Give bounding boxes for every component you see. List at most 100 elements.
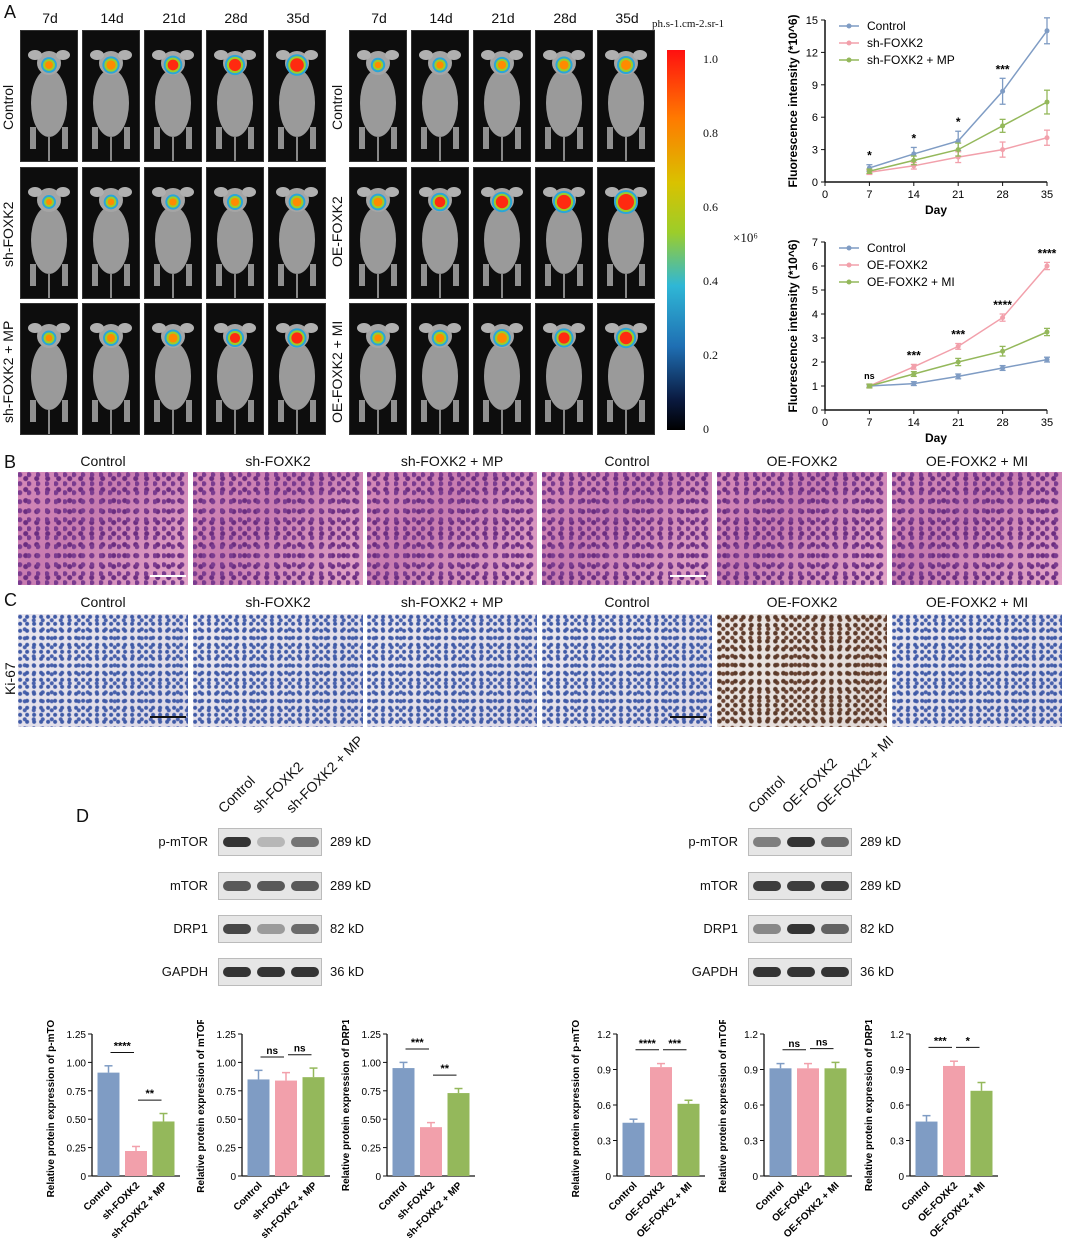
mouse-ear <box>509 50 523 60</box>
mouse-cell <box>268 30 326 162</box>
mouse-leg <box>421 127 427 149</box>
bar <box>275 1080 297 1176</box>
mouse-image <box>28 50 70 161</box>
mouse-leg <box>92 400 98 422</box>
y-tick-label: 4 <box>812 309 818 321</box>
day-column-title: 7d <box>371 10 387 26</box>
mouse-ear <box>509 187 523 197</box>
molecular-weight: 36 kD <box>330 964 364 979</box>
mouse-leg <box>483 400 489 422</box>
ki67-image <box>542 614 712 727</box>
x-tick-label: 21 <box>952 417 964 429</box>
mouse-image <box>357 323 399 434</box>
protein-label: mTOR <box>699 878 738 893</box>
y-tick-label: 1.00 <box>217 1058 237 1069</box>
x-tick-label: 0 <box>822 189 828 201</box>
colorbar-tick-label: 0.2 <box>703 348 718 362</box>
y-tick-label: 0.75 <box>67 1087 87 1098</box>
mouse-body <box>279 206 315 274</box>
mouse-body <box>608 342 644 410</box>
legend-label: OE-FOXK2 + MI <box>867 275 955 289</box>
blot-strip <box>218 915 322 943</box>
ki67-title: OE-FOXK2 <box>766 594 838 610</box>
mouse-cell <box>597 30 655 162</box>
signal-core <box>292 197 302 207</box>
mouse-leg <box>453 264 459 286</box>
bar <box>622 1122 645 1176</box>
data-point <box>1044 99 1050 105</box>
mouse-ear <box>419 50 433 60</box>
mouse-leg <box>186 127 192 149</box>
mouse-leg <box>124 400 130 422</box>
mouse-body <box>217 342 253 410</box>
significance-label: ns <box>294 1044 306 1055</box>
significance-label: ** <box>145 1088 154 1100</box>
mouse-body <box>608 69 644 137</box>
significance-label: *** <box>907 348 921 362</box>
mouse-ear <box>118 50 132 60</box>
y-tick-label: 5 <box>812 285 818 297</box>
y-tick-label: 6 <box>812 261 818 273</box>
mouse-ear <box>152 323 166 333</box>
mouse-ear <box>385 323 399 333</box>
molecular-weight: 82 kD <box>330 921 364 936</box>
bar <box>915 1121 938 1176</box>
signal-core <box>230 197 240 207</box>
mouse-image <box>276 187 318 298</box>
mouse-ear <box>304 187 318 197</box>
mouse-image <box>152 187 194 298</box>
colorbar-tick-label: 0.8 <box>703 126 718 140</box>
mouse-ear <box>152 187 166 197</box>
mouse-image <box>90 187 132 298</box>
mouse-body <box>546 69 582 137</box>
mouse-ear <box>56 50 70 60</box>
he-image <box>18 472 188 585</box>
mouse-image <box>419 323 461 434</box>
mouse-body <box>217 206 253 274</box>
protein-band <box>223 881 251 891</box>
protein-band <box>291 881 319 891</box>
protein-label: DRP1 <box>703 921 738 936</box>
mouse-leg <box>186 400 192 422</box>
data-point <box>955 359 961 365</box>
mouse-ear <box>242 323 256 333</box>
bar <box>970 1090 993 1176</box>
mouse-ear <box>276 323 290 333</box>
mouse-leg <box>515 264 521 286</box>
y-tick-label: 0.50 <box>67 1115 87 1126</box>
mouse-body <box>217 69 253 137</box>
ki67-image <box>892 614 1062 727</box>
significance-label: ns <box>816 1038 828 1049</box>
blot-strip <box>748 872 852 900</box>
blot-strip <box>218 958 322 986</box>
protein-band <box>787 924 815 934</box>
mouse-leg <box>186 264 192 286</box>
protein-band <box>787 881 815 891</box>
y-tick-label: 1.25 <box>217 1030 237 1041</box>
mouse-ear <box>242 187 256 197</box>
mouse-ear <box>304 323 318 333</box>
protein-band <box>821 837 849 847</box>
bar-chart-pmtor-oe: 0 0.3 0.6 0.9 1.2 Relative protein expression… <box>571 1020 705 1240</box>
mouse-image <box>90 323 132 434</box>
mouse-ear <box>357 187 371 197</box>
mouse-leg <box>421 264 427 286</box>
y-tick-label: 0.25 <box>67 1144 87 1155</box>
mouse-leg <box>545 264 551 286</box>
bar <box>125 1151 147 1176</box>
y-tick-label: 0.6 <box>597 1101 611 1112</box>
mouse-image <box>276 50 318 161</box>
mouse-leg <box>453 400 459 422</box>
signal-core <box>619 331 633 345</box>
signal-core <box>167 59 179 71</box>
signal-core <box>45 334 53 342</box>
mouse-body <box>484 342 520 410</box>
signal-core <box>45 61 53 69</box>
mouse-body <box>422 342 458 410</box>
mouse-ear <box>481 50 495 60</box>
mouse-leg <box>483 264 489 286</box>
mouse-image <box>543 50 585 161</box>
group-row-title: OE-FOXK2 + MI <box>329 320 345 423</box>
protein-band <box>257 924 285 934</box>
y-tick-label: 0 <box>80 1172 86 1183</box>
